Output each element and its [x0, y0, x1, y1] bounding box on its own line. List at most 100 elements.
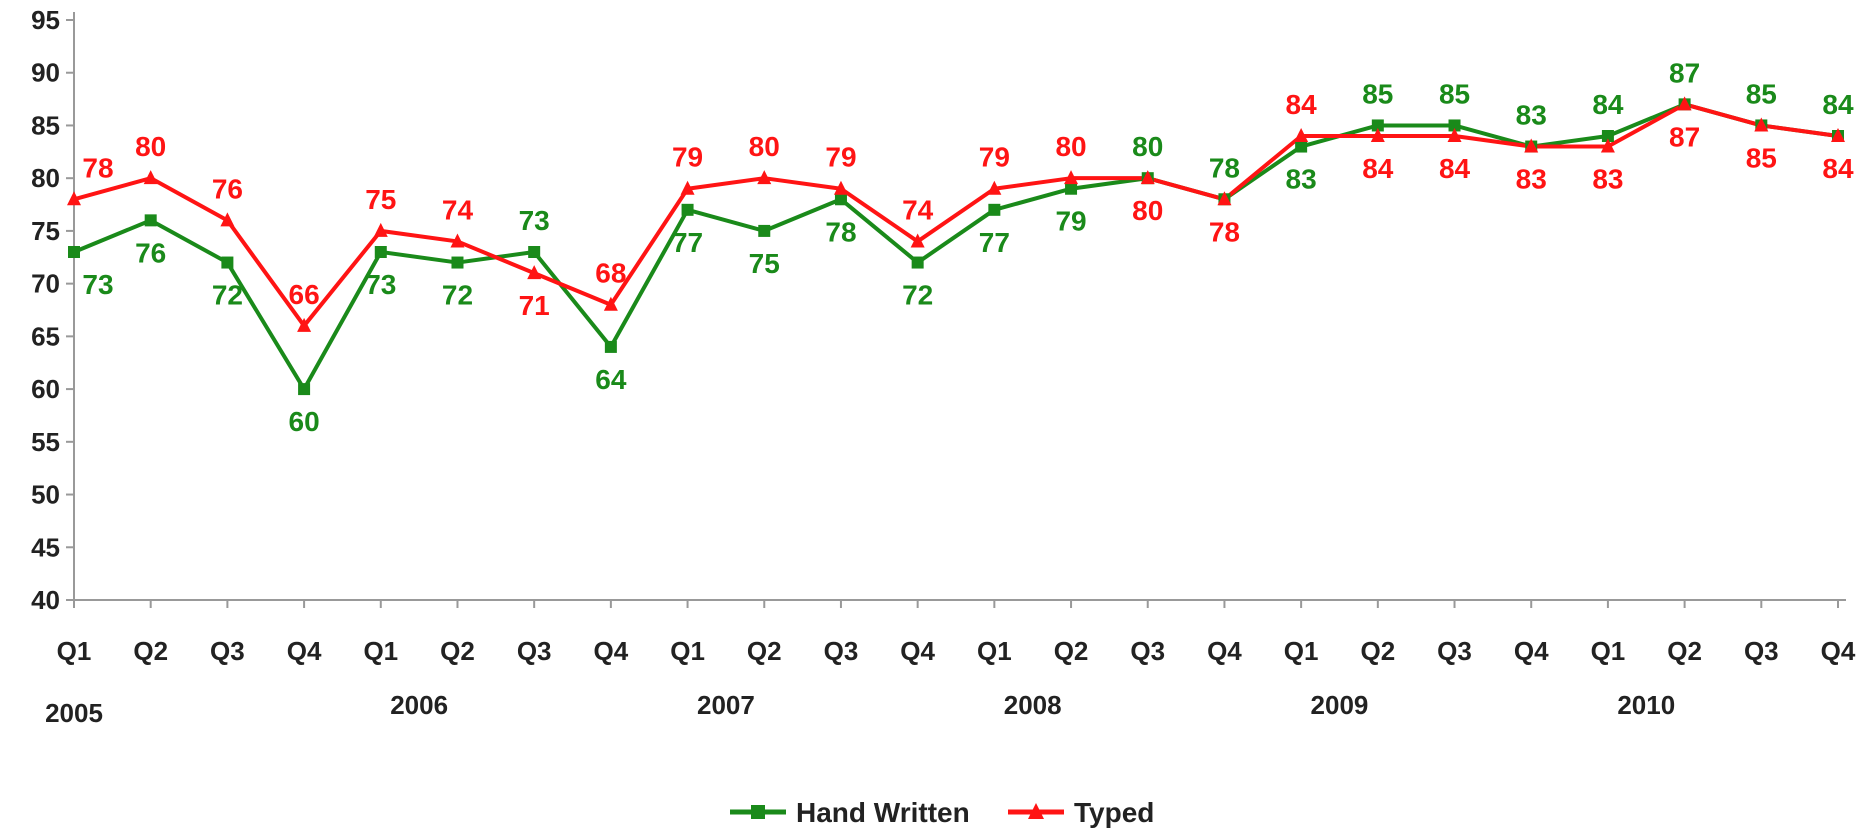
- data-point-triangle: [1447, 128, 1462, 142]
- data-point-square: [1601, 130, 1614, 142]
- data-label: 83: [1592, 164, 1623, 195]
- data-point-square: [988, 203, 1001, 216]
- legend-label: Hand Written: [796, 797, 970, 828]
- data-point-triangle: [1524, 138, 1539, 153]
- series-line-typed: [73, 102, 1839, 328]
- data-label: 85: [1439, 78, 1470, 109]
- y-tick-label: 50: [31, 480, 60, 510]
- data-point-triangle: [450, 233, 465, 248]
- x-tick-label: Q1: [363, 636, 398, 666]
- year-label: 2009: [1311, 690, 1369, 720]
- x-tick-label: Q2: [1667, 636, 1702, 666]
- data-label: 87: [1669, 57, 1700, 88]
- x-tick-label: Q3: [1130, 636, 1165, 666]
- data-point-triangle: [1370, 128, 1385, 142]
- x-tick-label: Q3: [517, 636, 552, 666]
- y-tick-label: 40: [31, 585, 60, 615]
- y-tick-label: 55: [31, 427, 60, 457]
- x-tick-label: Q4: [287, 636, 322, 666]
- data-point-triangle: [1754, 117, 1769, 132]
- x-tick-label: Q1: [57, 636, 92, 666]
- data-point-triangle: [833, 180, 848, 195]
- data-point-triangle: [1600, 138, 1615, 153]
- data-label: 84: [1362, 153, 1394, 184]
- data-point-square: [1371, 119, 1384, 132]
- data-label: 83: [1516, 164, 1547, 195]
- data-label: 85: [1362, 78, 1393, 109]
- series-layer: [67, 96, 1845, 396]
- data-label: 84: [1286, 89, 1318, 120]
- data-label: 80: [1132, 195, 1163, 226]
- x-tick-label: Q4: [1207, 636, 1242, 666]
- x-tick-label: Q4: [900, 636, 935, 666]
- data-label: 79: [979, 142, 1010, 173]
- data-label: 73: [365, 269, 396, 300]
- data-point-square: [681, 203, 694, 216]
- y-tick-label: 95: [31, 5, 60, 35]
- y-tick-label: 90: [31, 58, 60, 88]
- data-label: 71: [519, 290, 550, 321]
- data-label: 73: [519, 205, 550, 236]
- data-labels: 73 78 76 80 72 76 60 66 73 75 72 74 73 71 64 68 77 79 75 80…: [82, 57, 1854, 437]
- data-point-triangle: [910, 233, 925, 248]
- data-point-square: [528, 246, 541, 258]
- data-point-square: [68, 246, 80, 258]
- year-label: 2005: [45, 698, 103, 728]
- data-label: 72: [212, 280, 243, 311]
- data-point-triangle: [373, 222, 388, 237]
- data-label: 83: [1286, 164, 1317, 195]
- data-label: 78: [82, 152, 113, 183]
- data-label: 80: [1132, 131, 1163, 162]
- chart-axes: 40 45 50 55 60 65 70 75 80 85 90 95 Q1 Q2 Q3 Q4 Q1 Q2 Q3 Q4…: [31, 5, 1856, 728]
- data-point-square: [221, 256, 234, 269]
- data-label: 64: [595, 364, 627, 395]
- data-point-triangle: [527, 265, 542, 280]
- data-label: 66: [289, 279, 320, 310]
- x-tick-label: Q2: [133, 636, 168, 666]
- data-label: 80: [135, 131, 166, 162]
- data-point-square: [298, 383, 311, 396]
- data-label: 79: [1055, 206, 1086, 237]
- data-label: 84: [1822, 153, 1854, 184]
- legend-label: Typed: [1074, 797, 1154, 828]
- x-tick-label: Q3: [1437, 636, 1472, 666]
- data-point-triangle: [987, 180, 1002, 195]
- data-point-triangle: [1140, 170, 1155, 185]
- data-label: 73: [82, 269, 113, 300]
- data-label: 78: [1209, 216, 1240, 247]
- year-label: 2007: [697, 690, 755, 720]
- data-point-square: [1448, 119, 1461, 132]
- data-label: 74: [442, 194, 474, 225]
- data-point-triangle: [1217, 191, 1232, 206]
- data-point-triangle: [143, 170, 158, 185]
- data-point-square: [758, 224, 771, 237]
- data-point-triangle: [1677, 96, 1692, 111]
- x-tick-label: Q3: [824, 636, 859, 666]
- data-label: 72: [442, 280, 473, 311]
- x-tick-label: Q1: [670, 636, 705, 666]
- x-tick-label: Q1: [1591, 636, 1626, 666]
- y-tick-label: 75: [31, 216, 60, 246]
- data-point-triangle: [220, 212, 235, 227]
- data-point-square: [374, 246, 387, 258]
- data-point-triangle: [603, 296, 618, 311]
- x-tick-label: Q4: [1514, 636, 1549, 666]
- data-point-triangle: [1064, 170, 1079, 185]
- data-label: 87: [1669, 121, 1700, 152]
- data-point-triangle: [1294, 128, 1309, 142]
- x-tick-label: Q2: [1054, 636, 1089, 666]
- data-label: 68: [595, 258, 626, 289]
- x-tick-label: Q1: [977, 636, 1012, 666]
- y-tick-label: 65: [31, 321, 60, 351]
- data-label: 80: [749, 131, 780, 162]
- x-tick-label: Q3: [210, 636, 245, 666]
- data-point-triangle: [67, 191, 81, 206]
- data-label: 79: [825, 142, 856, 173]
- data-label: 84: [1439, 153, 1471, 184]
- data-label: 76: [135, 237, 166, 268]
- x-tick-label: Q4: [594, 636, 629, 666]
- data-label: 74: [902, 194, 934, 225]
- y-tick-label: 70: [31, 269, 60, 299]
- year-label: 2010: [1617, 690, 1675, 720]
